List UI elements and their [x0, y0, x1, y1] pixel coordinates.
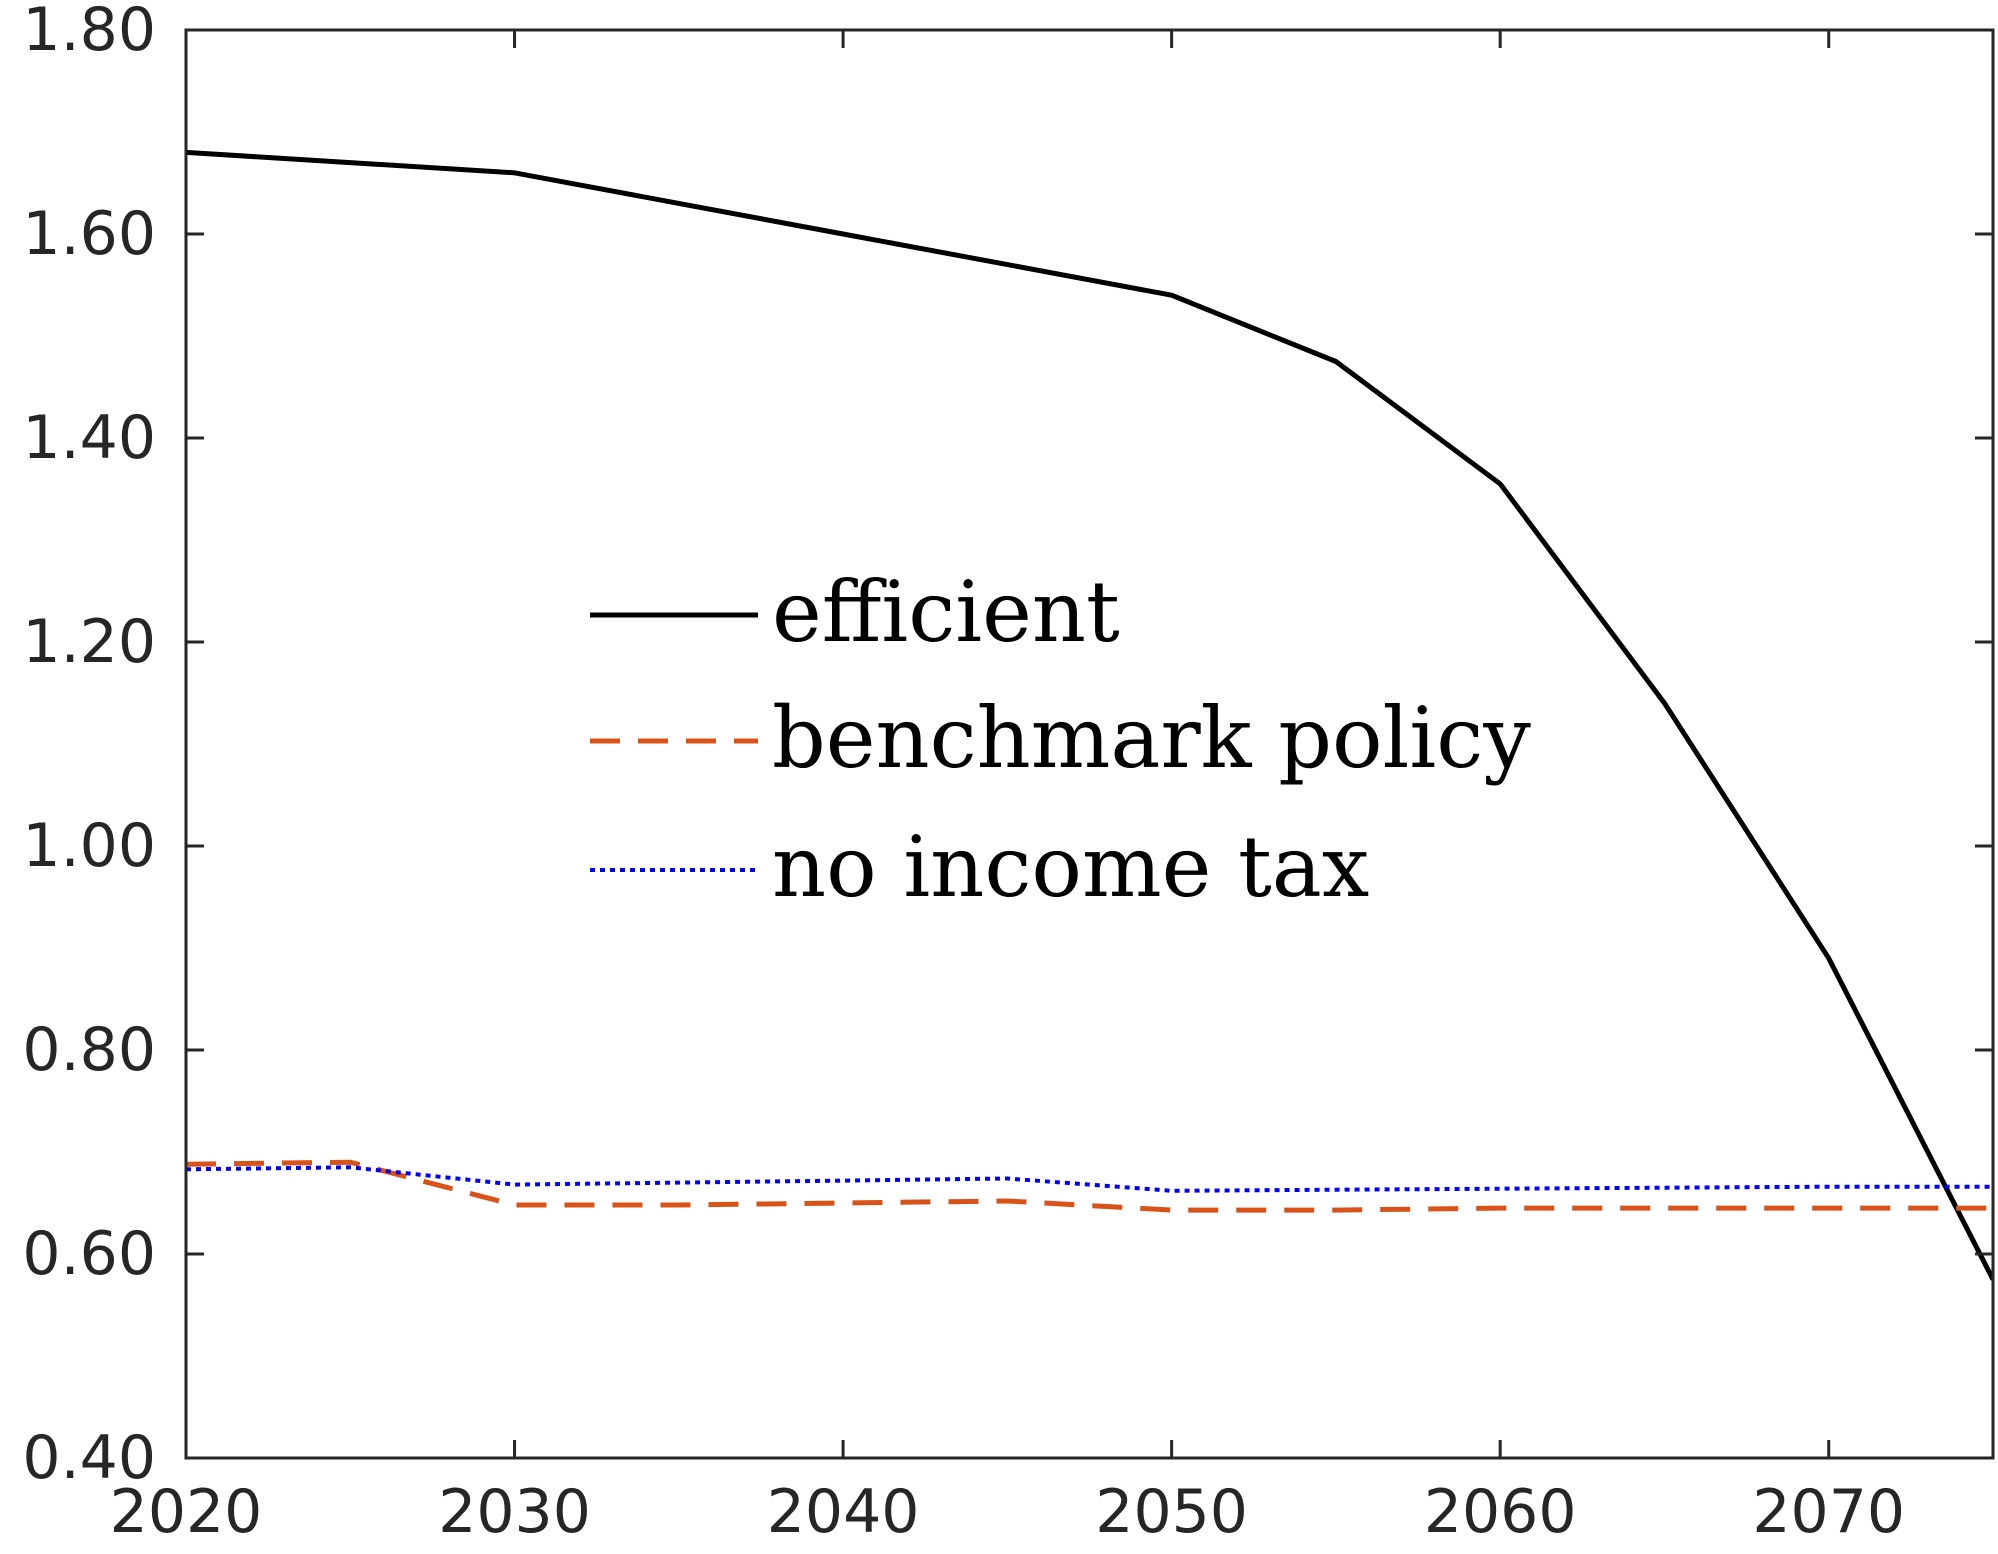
series-line-no-income-tax: [186, 1165, 1993, 1193]
x-tick-label: 2030: [438, 1477, 591, 1547]
y-tick-label: 0.40: [22, 1423, 156, 1493]
y-tick-label: 1.00: [22, 811, 156, 881]
y-tick-label: 0.80: [22, 1015, 156, 1085]
series-line-efficient: [186, 149, 1993, 1281]
y-tick-label: 1.40: [22, 403, 156, 473]
x-tick-label: 2020: [110, 1477, 263, 1547]
axis-ticks: [184, 28, 1993, 1460]
legend-label-efficient: efficient: [772, 563, 1120, 661]
x-tick-label: 2070: [1752, 1477, 1905, 1547]
y-tick-label: 0.60: [22, 1219, 156, 1289]
y-axis-tick-labels: 0.40 0.60 0.80 1.00 1.20 1.40 1.60 1.80: [22, 0, 156, 1493]
y-tick-label: 1.20: [22, 607, 156, 677]
legend-label-benchmark-policy: benchmark policy: [772, 689, 1531, 787]
legend: efficient benchmark policy no income tax: [590, 563, 1531, 916]
y-tick-label: 1.80: [22, 0, 156, 65]
x-tick-label: 2060: [1424, 1477, 1577, 1547]
plot-lines: [186, 149, 1993, 1281]
x-tick-label: 2040: [767, 1477, 920, 1547]
legend-label-no-income-tax: no income tax: [772, 818, 1369, 916]
x-axis-tick-labels: 2020 2030 2040 2050 2060 2070: [110, 1477, 1905, 1547]
x-tick-label: 2050: [1095, 1477, 1248, 1547]
y-tick-label: 1.60: [22, 199, 156, 269]
axes-box: [184, 28, 1995, 1460]
series-line-benchmark-policy: [186, 1159, 1993, 1213]
